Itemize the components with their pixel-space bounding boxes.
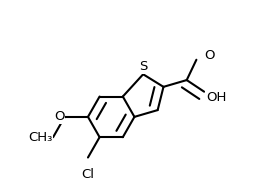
Text: OH: OH — [206, 91, 227, 104]
Text: CH₃: CH₃ — [28, 131, 52, 144]
Text: Cl: Cl — [81, 168, 94, 181]
Text: S: S — [139, 60, 147, 73]
Text: O: O — [204, 49, 215, 62]
Text: O: O — [54, 110, 64, 123]
